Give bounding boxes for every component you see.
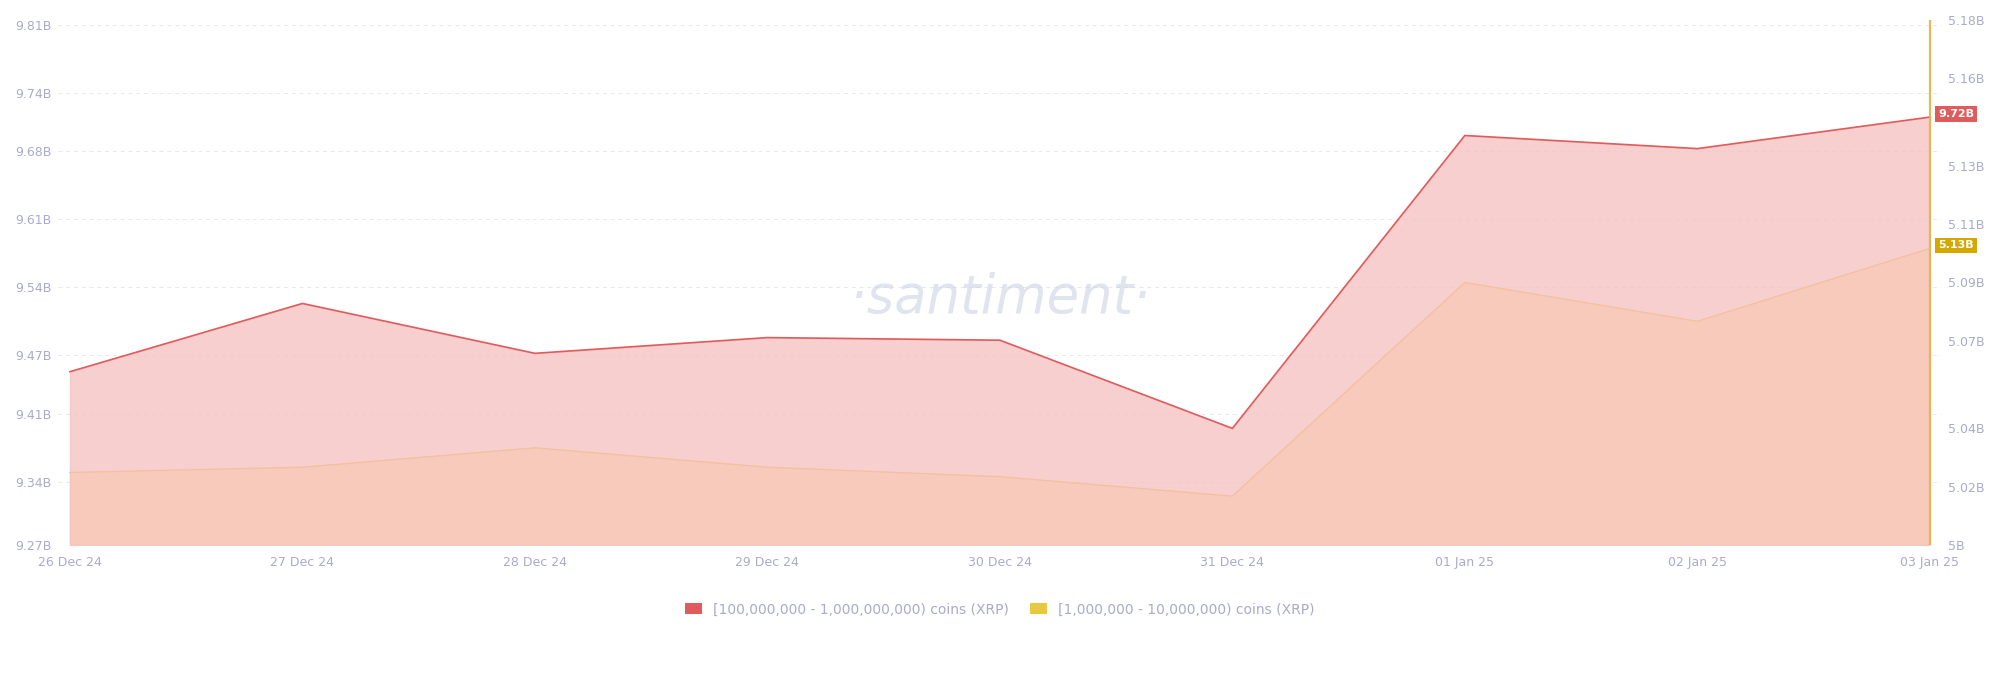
Legend: [100,000,000 - 1,000,000,000) coins (XRP), [1,000,000 - 10,000,000) coins (XRP): [100,000,000 - 1,000,000,000) coins (XRP… <box>680 597 1320 622</box>
Text: 5.13B: 5.13B <box>1938 240 1974 250</box>
Text: ·santiment·: ·santiment· <box>850 272 1150 324</box>
Text: 9.72B: 9.72B <box>1938 109 1974 119</box>
